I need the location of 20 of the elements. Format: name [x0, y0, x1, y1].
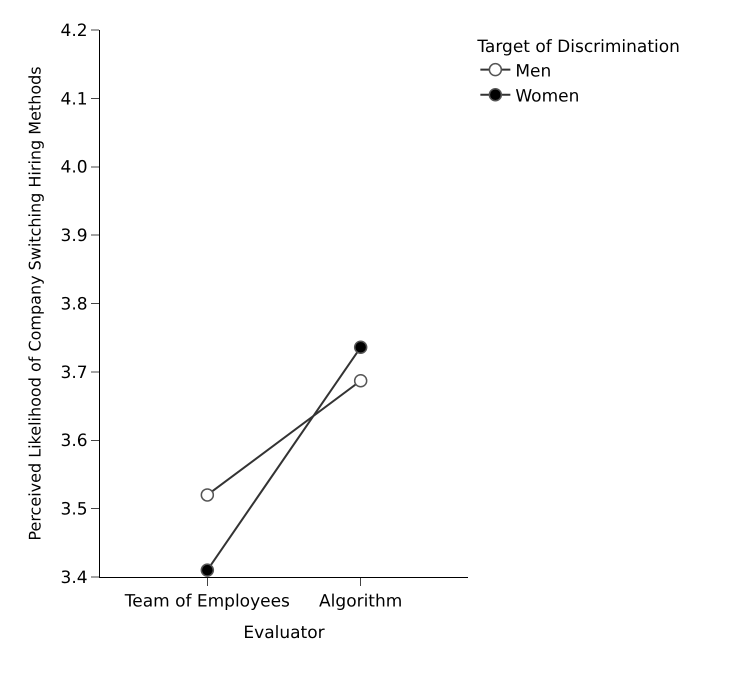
x-tick-label: Team of Employees — [124, 591, 290, 612]
y-tick-label: 4.1 — [60, 89, 88, 110]
point — [200, 563, 214, 577]
y-axis-title: Perceived Likelihood of Company Switching Hiring Methods — [25, 66, 44, 541]
y-tick-label: 3.9 — [60, 226, 88, 246]
y-tick-label: 3.8 — [60, 294, 88, 314]
y-tick-label: 3.7 — [60, 362, 88, 383]
point — [354, 340, 368, 354]
x-axis-title: Evaluator — [243, 622, 325, 643]
legend-label: Women — [515, 86, 580, 106]
point — [200, 488, 214, 502]
x-tick-label: Algorithm — [319, 591, 402, 612]
y-tick-label: 3.5 — [60, 500, 88, 520]
legend-label: Men — [515, 61, 552, 82]
y-tick-label: 4.0 — [60, 158, 88, 178]
y-tick-label: 4.2 — [60, 20, 88, 41]
point — [354, 374, 368, 388]
legend-title: Target of Discrimination — [476, 37, 680, 58]
y-tick-label: 3.6 — [60, 431, 88, 452]
y-tick-label: 3.4 — [60, 568, 88, 588]
